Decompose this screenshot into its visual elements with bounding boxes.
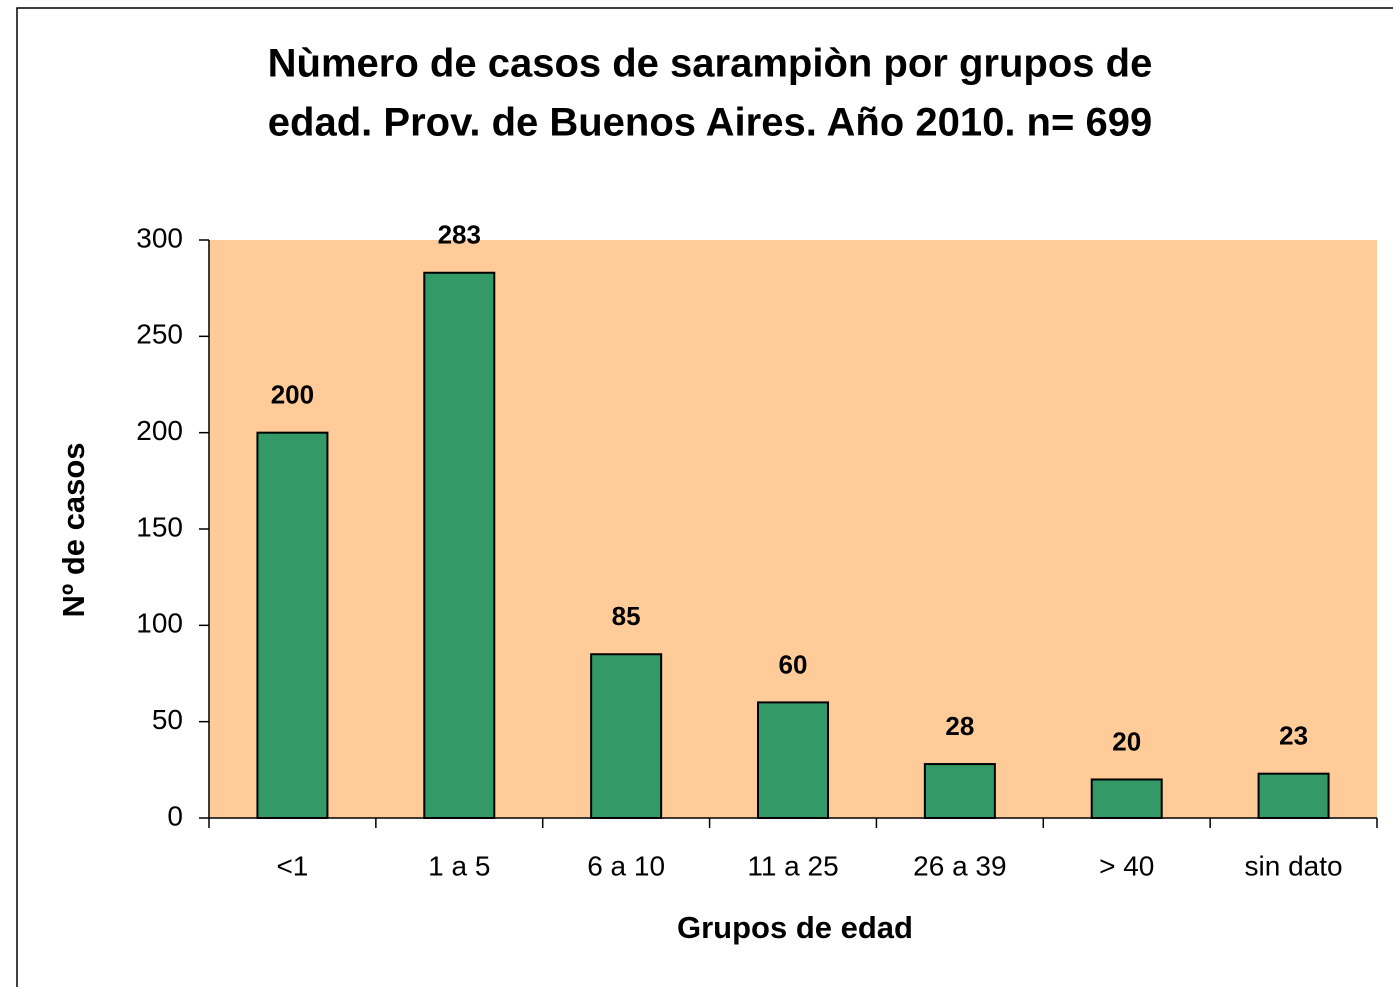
y-tick-label: 200 — [136, 415, 183, 446]
y-tick-label: 300 — [136, 222, 183, 253]
bar — [256, 431, 329, 819]
y-tick-label: 250 — [136, 319, 183, 350]
chart-frame — [16, 7, 1393, 987]
x-tick-label: sin dato — [1245, 850, 1343, 881]
bar — [1257, 772, 1330, 819]
data-label: 60 — [779, 649, 808, 679]
bar — [757, 701, 829, 820]
x-tick-label: <1 — [276, 850, 308, 881]
y-tick-label: 100 — [136, 608, 183, 639]
data-label: 23 — [1279, 721, 1308, 751]
data-label: 85 — [612, 601, 641, 631]
x-tick-label: 1 a 5 — [428, 850, 490, 881]
data-label: 283 — [438, 220, 481, 250]
bar — [423, 271, 496, 819]
x-tick-label: 6 a 10 — [587, 850, 665, 881]
x-tick-label: 11 a 25 — [747, 850, 838, 881]
data-label: 28 — [945, 711, 974, 741]
x-axis-label: Grupos de edad — [677, 910, 913, 945]
y-tick-label: 0 — [167, 800, 183, 831]
bar — [590, 653, 663, 819]
y-tick-label: 150 — [136, 511, 183, 542]
bar — [1090, 778, 1163, 820]
x-tick-label: 26 a 39 — [913, 850, 1006, 881]
y-axis-label: Nº de casos — [56, 442, 91, 617]
data-label: 20 — [1112, 726, 1141, 756]
data-label: 200 — [271, 380, 314, 410]
y-tick-label: 50 — [152, 704, 183, 735]
chart-title: edad. Prov. de Buenos Aires. Año 2010. n… — [268, 101, 1152, 145]
chart-title: Nùmero de casos de sarampiòn por grupos … — [268, 42, 1153, 86]
x-tick-label: > 40 — [1099, 850, 1154, 881]
bar — [923, 763, 996, 820]
